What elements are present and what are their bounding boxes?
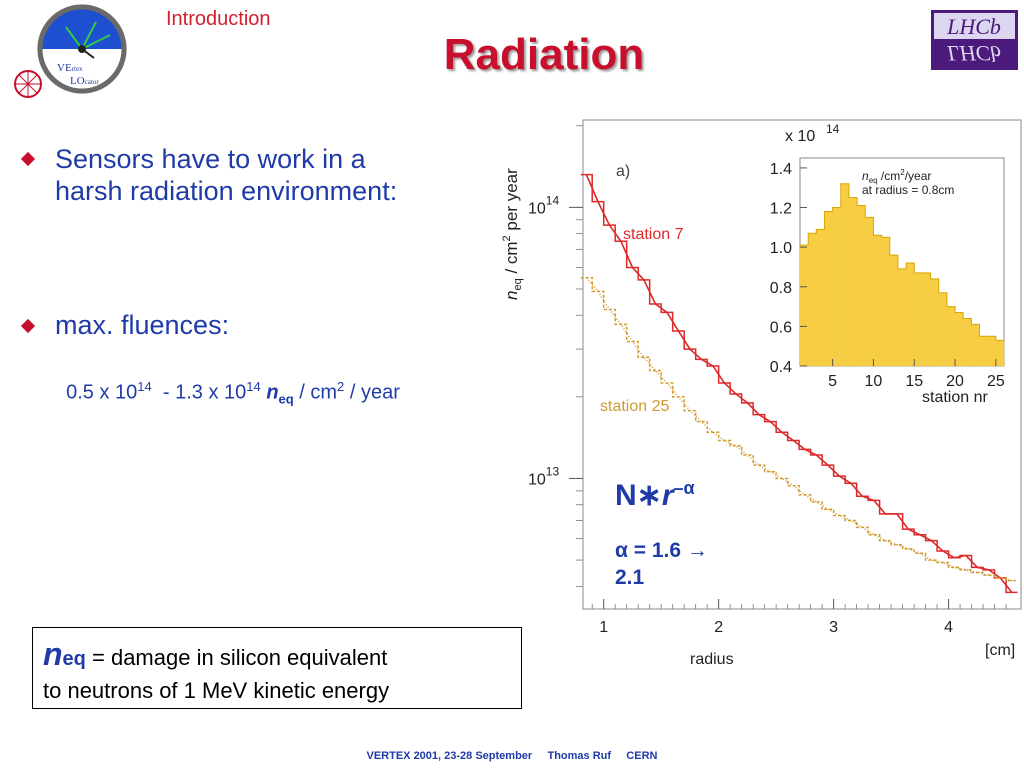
logo-lo: LO — [70, 75, 85, 87]
x-tick-label: 1 — [599, 619, 608, 636]
inset-y-tick-label: 1.0 — [770, 240, 792, 257]
inset-bar — [946, 306, 956, 367]
section-title: Introduction — [166, 8, 271, 30]
inset-bar — [816, 229, 825, 367]
inset-bar — [897, 268, 907, 367]
neq-symbol: n — [43, 636, 63, 672]
y-axis-label: neq / cm2 per year — [501, 168, 524, 300]
inset-x-tick-label: 15 — [905, 373, 923, 390]
alpha-range-end: 2.1 — [615, 566, 645, 589]
inset-scale-exp: 14 — [826, 122, 840, 136]
inset-bar — [889, 254, 899, 367]
logo-cator: cator — [85, 78, 100, 86]
velo-logo: VErtex LOcator — [14, 4, 127, 98]
inset-bar — [971, 324, 980, 367]
definition-line-2: to neutrons of 1 MeV kinetic energy — [43, 678, 390, 703]
svg-text:VErtex: VErtex — [57, 62, 83, 74]
inset-bar — [856, 205, 866, 367]
logo-rtex: rtex — [72, 65, 83, 73]
neq-subscript: eq — [62, 648, 86, 670]
x-tick-label: 4 — [944, 619, 953, 636]
inset-bar — [873, 235, 882, 367]
inset-y-tick-label: 1.4 — [770, 161, 792, 178]
inset-x-tick-label: 10 — [865, 373, 883, 390]
inset-bar — [848, 197, 858, 367]
inset-legend-line2: at radius = 0.8cm — [862, 183, 954, 197]
x-axis-label: radius — [690, 651, 734, 668]
x-axis-unit: [cm] — [985, 642, 1015, 659]
y-tick-label: 1013 — [528, 464, 559, 488]
inset-bar — [979, 336, 988, 367]
bullet-text-2: max. fluences: — [55, 310, 230, 340]
inset-bar — [987, 336, 996, 367]
series-station-7-line — [580, 173, 1018, 594]
logo-ve: VE — [57, 62, 72, 74]
series-station-25-line — [580, 276, 1018, 582]
definition-line-1: = damage in silicon equivalent — [85, 645, 388, 670]
inset-y-tick-label: 0.6 — [770, 319, 792, 336]
bullet-text-1: Sensors have to work in a harsh radiatio… — [55, 144, 398, 206]
inset-x-tick-label: 5 — [828, 373, 837, 390]
definition-box: neq = damage in silicon equivalent to ne… — [32, 627, 522, 709]
fit-curve-station-7 — [585, 174, 1013, 593]
lhcb-logo-text: LHCb — [946, 14, 1001, 39]
x-tick-label: 3 — [829, 619, 838, 636]
fit-formula: N∗r–α — [615, 478, 695, 512]
inset-bar — [865, 217, 874, 367]
series-label-station-7: station 7 — [623, 226, 684, 243]
svg-text:LOcator: LOcator — [70, 75, 99, 87]
lhcb-logo-reflection: LHCb — [946, 41, 1001, 66]
inset-bar — [930, 278, 939, 367]
inset-bar — [824, 211, 833, 367]
footer: VERTEX 2001, 23-28 September Thomas Ruf … — [366, 750, 658, 762]
inset-bar — [954, 312, 964, 367]
page-title: Radiation — [443, 30, 645, 79]
x-tick-label: 2 — [714, 619, 723, 636]
inset-bar — [938, 292, 948, 367]
inset-y-tick-label: 1.2 — [770, 201, 792, 218]
inset-bar — [914, 272, 923, 367]
panel-label: a) — [616, 163, 630, 180]
inset-bar — [995, 340, 1005, 367]
inset-bar — [832, 207, 841, 367]
inset-bar — [963, 318, 972, 367]
inset-bar — [905, 262, 915, 367]
alpha-range: α = 1.6 → — [615, 539, 708, 562]
inset-bar — [881, 237, 890, 367]
inset-x-tick-label: 20 — [946, 373, 964, 390]
inset-x-tick-label: 25 — [987, 373, 1005, 390]
lhcb-logo: LHCb LHCb — [931, 10, 1018, 70]
inset-y-tick-label: 0.4 — [770, 359, 792, 376]
inset-legend-line1: neq /cm2/year — [862, 168, 931, 185]
y-tick-label: 1014 — [528, 193, 559, 217]
series-label-station-25: station 25 — [600, 398, 669, 415]
inset-x-axis-label: station nr — [922, 389, 988, 406]
inset-outline — [800, 183, 1004, 341]
inset-bar — [799, 245, 809, 367]
inset-bar — [922, 272, 931, 367]
inset-scale-label: x 10 — [785, 128, 815, 145]
inset-bar — [808, 233, 817, 367]
fluence-range: 0.5 x 1014 - 1.3 x 1014 neq / cm2 / year — [66, 379, 400, 407]
inset-y-tick-label: 0.8 — [770, 280, 792, 297]
inset-bar — [840, 183, 850, 367]
plot-frame — [582, 119, 1022, 610]
